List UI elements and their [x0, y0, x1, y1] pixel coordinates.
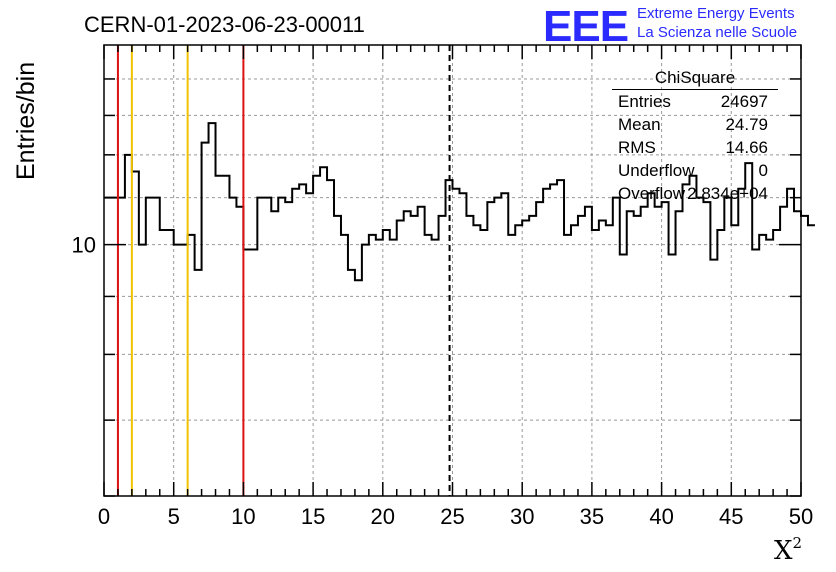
- x-tick-label: 25: [440, 504, 464, 529]
- logo-caption-line1: Extreme Energy Events: [637, 5, 795, 22]
- x-tick-label: 35: [580, 504, 604, 529]
- stats-value: 2.834e+04: [687, 184, 768, 203]
- stats-value: 24.79: [725, 115, 768, 134]
- stats-value: 0: [758, 161, 768, 180]
- x-axis-label-base: X: [773, 536, 793, 566]
- y-tick-label: 10: [72, 233, 96, 258]
- x-tick-label: 40: [649, 504, 673, 529]
- x-tick-label: 5: [168, 504, 180, 529]
- stats-value: 24697: [720, 92, 768, 111]
- x-tick-label: 15: [301, 504, 325, 529]
- x-tick-label: 50: [789, 504, 813, 529]
- stats-value: 14.66: [725, 138, 768, 157]
- x-tick-label: 45: [719, 504, 743, 529]
- stats-label: Entries: [618, 92, 671, 111]
- logo-caption-line2: La Scienza nelle Scuole: [637, 24, 798, 41]
- x-tick-label: 0: [98, 504, 110, 529]
- eee-logo: EEE: [543, 2, 629, 51]
- stats-row-underflow: Underflow 0: [612, 159, 778, 182]
- x-tick-label: 30: [510, 504, 534, 529]
- stats-label: RMS: [618, 138, 656, 157]
- stats-row-entries: Entries 24697: [612, 90, 778, 113]
- x-axis-label: X2: [773, 534, 802, 566]
- x-tick-label: 10: [231, 504, 255, 529]
- stats-row-mean: Mean 24.79: [612, 113, 778, 136]
- y-axis-label-wrap: Entries/bin: [12, 40, 46, 180]
- chart-title: CERN-01-2023-06-23-00011: [84, 12, 365, 37]
- stats-label: Overflow: [618, 184, 686, 203]
- stats-label: Underflow: [618, 161, 695, 180]
- stats-row-rms: RMS 14.66: [612, 136, 778, 159]
- x-axis-label-sup: 2: [792, 534, 802, 552]
- logo-caption: Extreme Energy Events La Scienza nelle S…: [637, 4, 797, 42]
- stats-row-overflow: Overflow 2.834e+04: [612, 182, 778, 205]
- stats-box: ChiSquare Entries 24697 Mean 24.79 RMS 1…: [612, 68, 778, 205]
- stats-title: ChiSquare: [612, 68, 778, 90]
- histogram-series: [104, 122, 815, 282]
- y-axis-label: Entries/bin: [12, 61, 40, 180]
- x-tick-label: 20: [371, 504, 395, 529]
- stats-label: Mean: [618, 115, 661, 134]
